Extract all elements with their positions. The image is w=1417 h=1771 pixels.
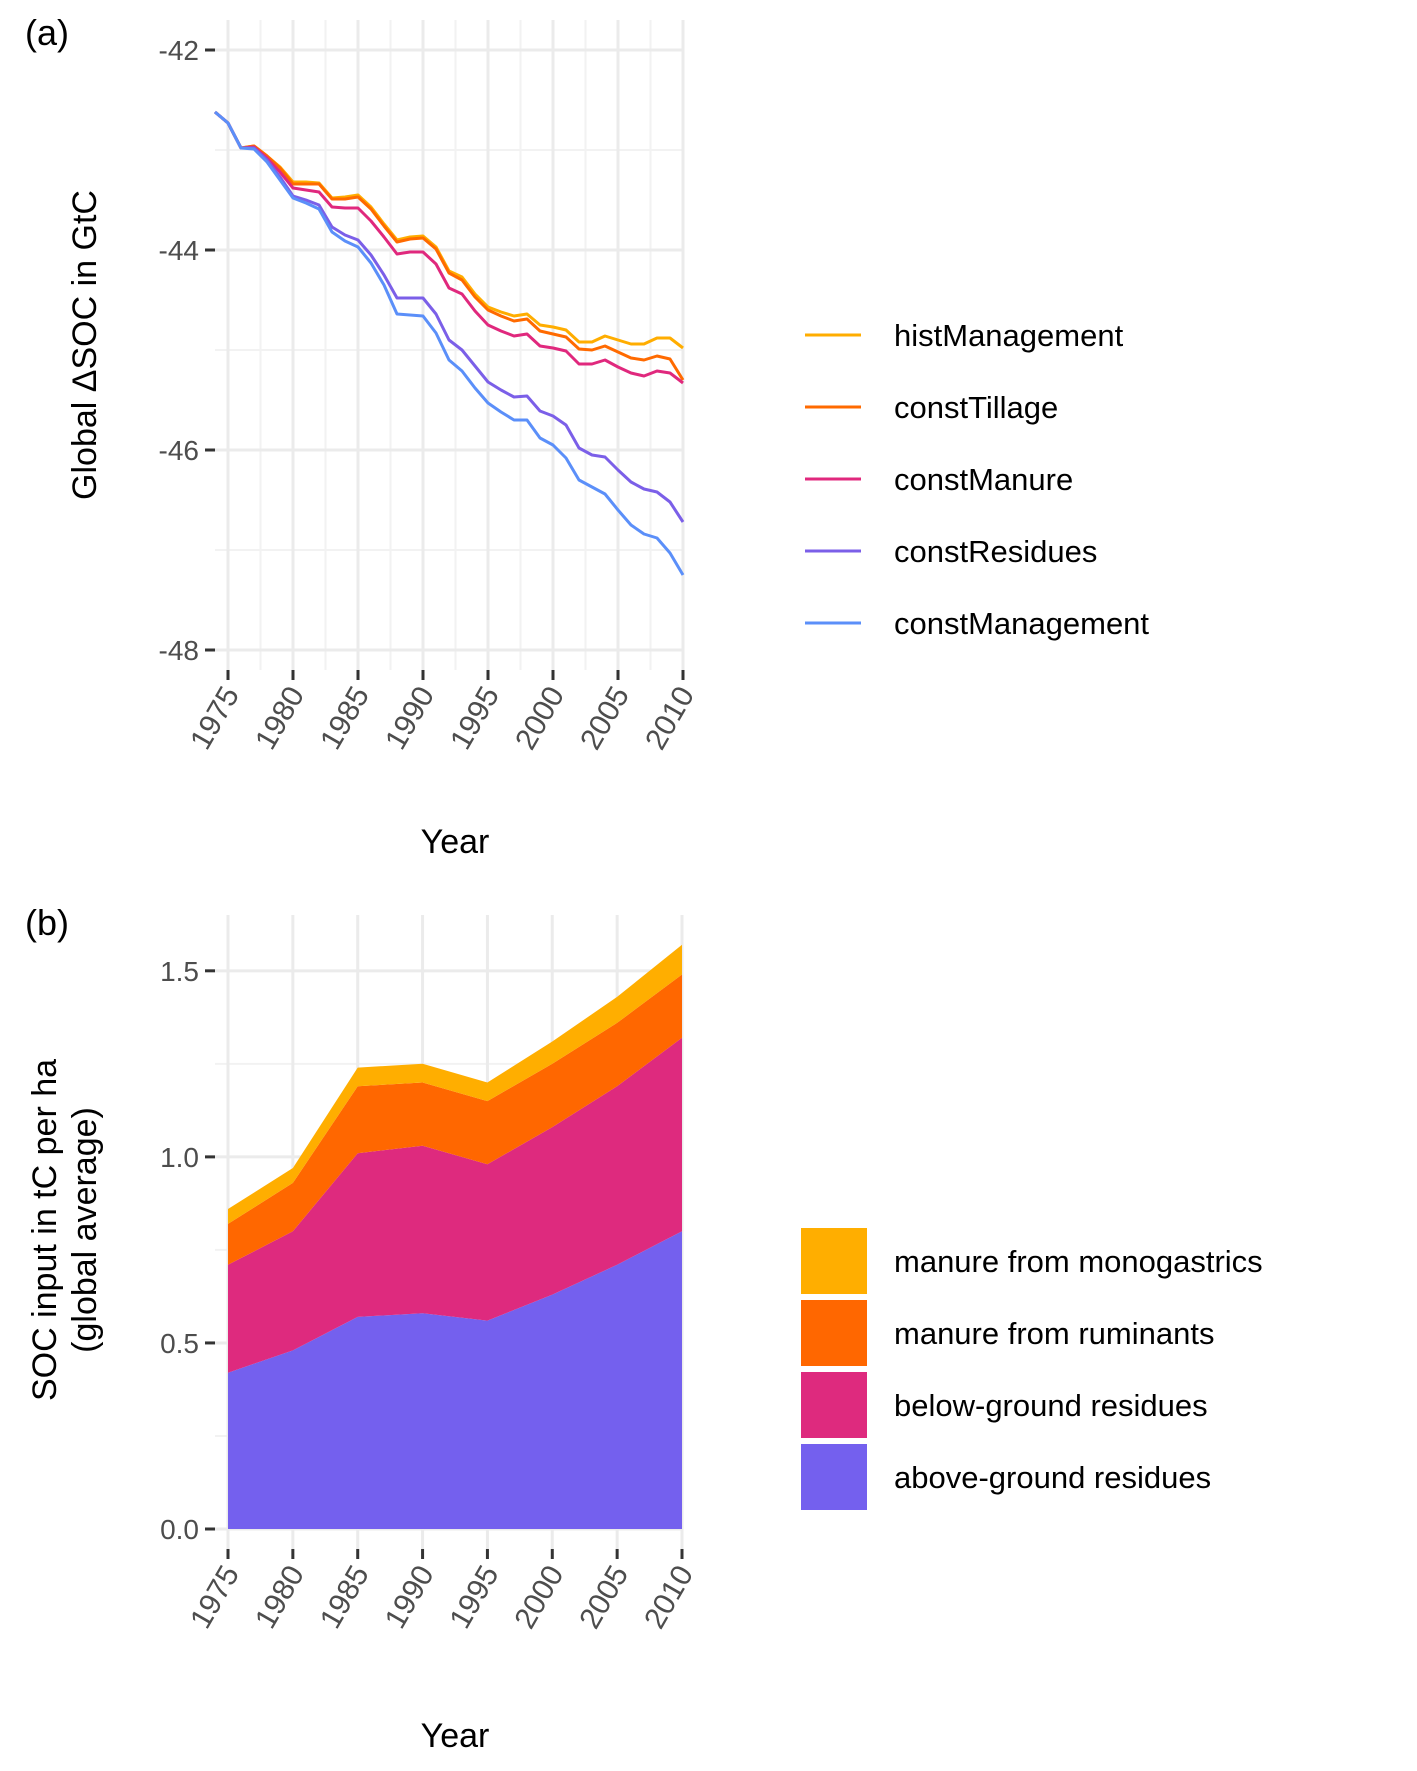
x-tick-label: 2000 bbox=[508, 1560, 570, 1634]
panel-a-y-axis: -42 -44 -46 -48 bbox=[159, 35, 215, 666]
legend-label: constResidues bbox=[894, 534, 1097, 569]
x-tick-label: 1985 bbox=[314, 681, 376, 755]
legend-key-below-ground-residues bbox=[801, 1372, 867, 1438]
x-tick-label: 2005 bbox=[573, 1560, 635, 1634]
x-tick-label: 1975 bbox=[184, 1560, 246, 1634]
x-tick-label: 2010 bbox=[639, 681, 701, 755]
y-tick-label: 0.0 bbox=[160, 1514, 199, 1545]
legend-label: constTillage bbox=[894, 390, 1058, 425]
legend-label: below-ground residues bbox=[894, 1388, 1208, 1423]
series-line-constManure bbox=[214, 110, 684, 385]
x-tick-label: 1975 bbox=[184, 681, 246, 755]
legend-key-above-ground-residues bbox=[801, 1444, 867, 1510]
x-tick-label: 2005 bbox=[574, 681, 636, 755]
legend-label: histManagement bbox=[894, 318, 1124, 353]
panel-a-line-chart: (a) -42-44-46-48 1975 1980 1985 1990 1995 200… bbox=[25, 12, 1149, 861]
panel-a-y-axis-title: Global ΔSOC in GtC bbox=[66, 190, 104, 500]
legend-label: manure from monogastrics bbox=[894, 1244, 1263, 1279]
panel-a-series-lines bbox=[214, 110, 685, 576]
area-below-ground-residues bbox=[228, 1037, 682, 1373]
panel-b-y-axis-title-line2: (global average) bbox=[66, 1107, 104, 1353]
y-tick-label: -42 bbox=[159, 35, 199, 66]
x-tick-label: 1995 bbox=[444, 1560, 506, 1634]
panel-b-legend: manure from monogastrics manure from rumi… bbox=[801, 1228, 1263, 1510]
legend-label: manure from ruminants bbox=[894, 1316, 1214, 1351]
panel-b-x-axis: 1975 1980 1985 1990 1995 2000 2005 2010 bbox=[184, 1549, 700, 1634]
y-tick-label: 1.5 bbox=[160, 956, 199, 987]
panel-a-x-axis: 1975 1980 1985 1990 1995 2000 2005 2010 bbox=[184, 670, 701, 755]
area-manure-from-ruminants bbox=[228, 974, 682, 1265]
y-tick-label: 0.5 bbox=[160, 1328, 199, 1359]
x-tick-label: 1995 bbox=[444, 681, 506, 755]
panel-b-area-chart: (b) 0.00.51.01.5 1975 1980 1985 1990 1995 200… bbox=[25, 902, 1263, 1755]
y-tick-label: -44 bbox=[159, 235, 199, 266]
panel-b-stacked-areas bbox=[228, 944, 682, 1529]
x-tick-label: 2010 bbox=[638, 1560, 700, 1634]
panel-a-x-axis-title: Year bbox=[421, 823, 490, 861]
x-tick-label: 1980 bbox=[249, 1560, 311, 1634]
panel-b-label: (b) bbox=[25, 902, 69, 943]
legend-label: constManure bbox=[894, 462, 1073, 497]
x-tick-label: 1990 bbox=[379, 1560, 441, 1634]
y-tick-label: 1.0 bbox=[160, 1142, 199, 1173]
area-above-ground-residues bbox=[228, 1231, 682, 1529]
x-tick-label: 1980 bbox=[249, 681, 311, 755]
y-tick-label: -48 bbox=[159, 635, 199, 666]
x-tick-label: 2000 bbox=[509, 681, 571, 755]
x-tick-label: 1990 bbox=[379, 681, 441, 755]
series-line-constTillage bbox=[214, 110, 685, 381]
legend-label: constManagement bbox=[894, 606, 1149, 641]
legend-key-manure-from-monogastrics bbox=[801, 1228, 867, 1294]
series-line-constManagement bbox=[214, 110, 685, 576]
panel-a-grid bbox=[215, 20, 685, 670]
x-tick-label: 1985 bbox=[314, 1560, 376, 1634]
panel-b-y-axis: 0.0 0.5 1.0 1.5 bbox=[160, 956, 215, 1545]
legend-key-manure-from-ruminants bbox=[801, 1300, 867, 1366]
area-manure-from-monogastrics bbox=[228, 944, 682, 1224]
panel-a-legend: histManagement constTillage constManure con… bbox=[805, 318, 1149, 641]
panel-b-y-axis-title-line1: SOC input in tC per ha bbox=[26, 1059, 64, 1401]
panel-a-label: (a) bbox=[25, 12, 69, 53]
panel-a-plot-area bbox=[215, 20, 683, 670]
panel-b-x-axis-title: Year bbox=[421, 1717, 490, 1755]
y-tick-label: -46 bbox=[159, 435, 199, 466]
legend-label: above-ground residues bbox=[894, 1460, 1211, 1495]
